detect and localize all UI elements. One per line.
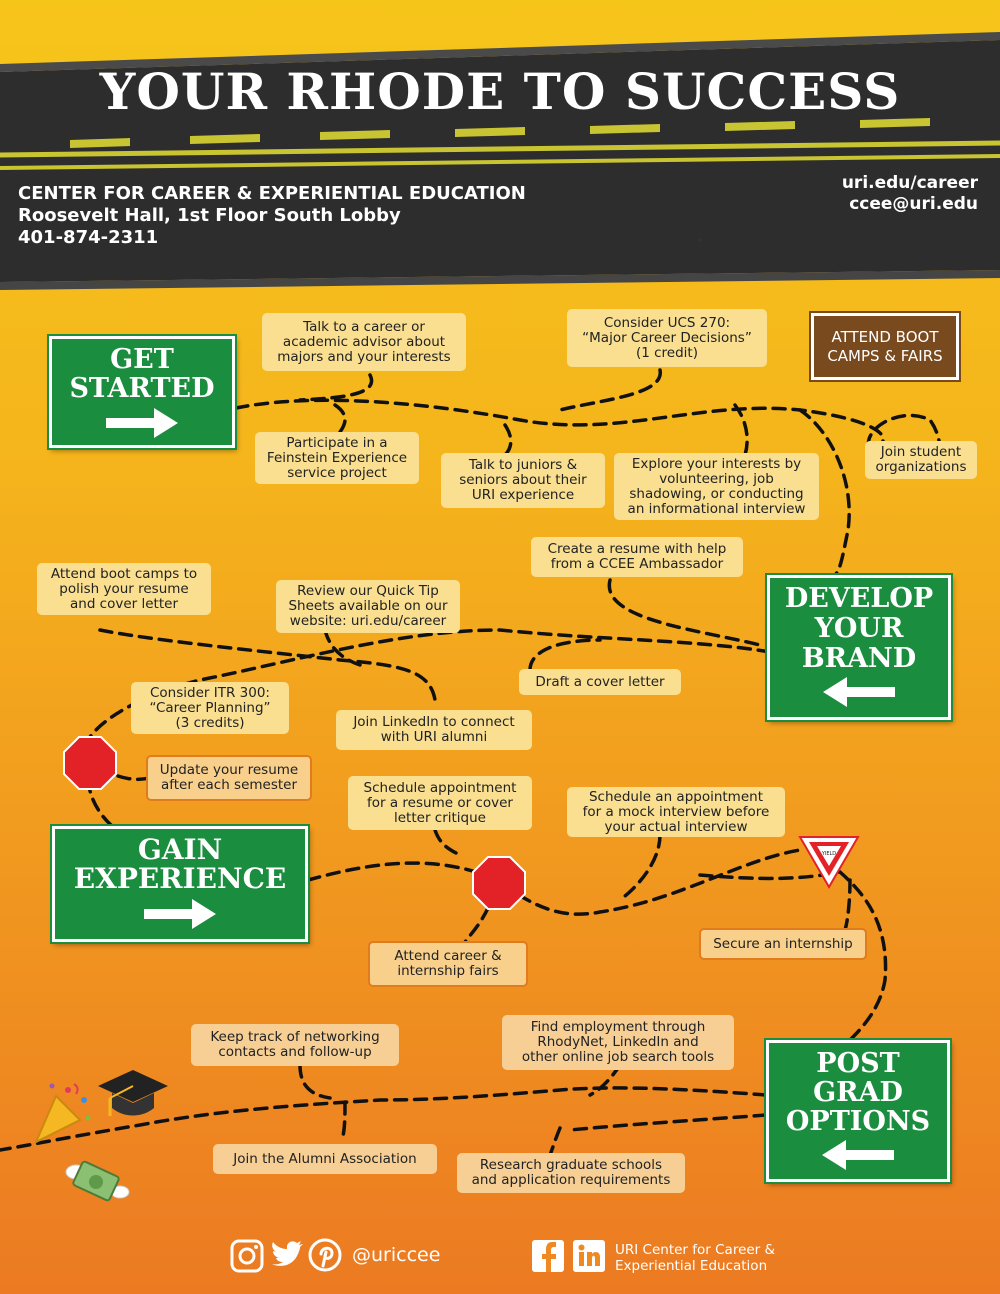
develop-brand-label: DEVELOP YOUR BRAND (770, 578, 948, 674)
step-fairs: Attend career & internship fairs (368, 941, 528, 987)
step-explore-interests: Explore your interests by volunteering, … (614, 453, 819, 520)
get-started-label: GET STARTED (52, 339, 232, 403)
step-critique: Schedule appointment for a resume or cov… (348, 776, 532, 830)
step-itr300: Consider ITR 300: “Career Planning” (3 c… (131, 682, 289, 734)
step-feinstein: Participate in a Feinstein Experience se… (255, 432, 419, 484)
step-grad-schools: Research graduate schools and applicatio… (457, 1153, 685, 1193)
money-wings-icon (64, 1154, 130, 1214)
linkedin-icon[interactable] (572, 1239, 606, 1273)
instagram-icon[interactable] (230, 1239, 264, 1273)
boot-camps-sign: ATTEND BOOT CAMPS & FAIRS (811, 313, 959, 380)
stop-sign-icon (471, 855, 527, 911)
step-ucs270: Consider UCS 270: “Major Career Decision… (567, 309, 767, 367)
step-alumni: Join the Alumni Association (213, 1144, 437, 1174)
step-boot-camps: Attend boot camps to polish your resume … (37, 563, 211, 615)
develop-brand-sign: DEVELOP YOUR BRAND (767, 575, 951, 720)
social-handle[interactable]: @uriccee (352, 1244, 440, 1266)
step-mock-interview: Schedule an appointment for a mock inter… (567, 787, 785, 837)
yield-text: YIELD (821, 851, 836, 857)
step-networking: Keep track of networking contacts and fo… (191, 1024, 399, 1066)
step-student-orgs: Join student organizations (865, 441, 977, 479)
pinterest-icon[interactable] (308, 1238, 342, 1272)
post-grad-label: POST GRAD OPTIONS (769, 1043, 947, 1136)
right-arrow-icon (140, 896, 220, 932)
twitter-icon[interactable] (270, 1240, 304, 1270)
facebook-icon[interactable] (531, 1239, 565, 1273)
stop-sign-icon (62, 735, 118, 791)
left-arrow-icon (818, 1138, 898, 1172)
step-update-resume: Update your resume after each semester (146, 755, 312, 801)
step-employment: Find employment through RhodyNet, Linked… (502, 1015, 734, 1070)
footer-org-name: URI Center for Career & Experiential Edu… (615, 1242, 775, 1274)
step-juniors-seniors: Talk to juniors & seniors about their UR… (441, 453, 605, 508)
graduation-cap-icon (96, 1064, 170, 1128)
yield-sign-icon: YIELD (797, 834, 861, 890)
step-talk-advisor: Talk to a career or academic advisor abo… (262, 313, 466, 371)
party-popper-icon (28, 1078, 98, 1148)
gain-experience-sign: GAIN EXPERIENCE (52, 826, 308, 942)
step-quick-tips: Review our Quick Tip Sheets available on… (276, 580, 460, 633)
right-arrow-icon (102, 405, 182, 441)
step-create-resume: Create a resume with help from a CCEE Am… (531, 537, 743, 577)
step-linkedin: Join LinkedIn to connect with URI alumni (336, 710, 532, 750)
left-arrow-icon (819, 675, 899, 709)
get-started-sign: GET STARTED (49, 336, 235, 448)
step-cover-letter: Draft a cover letter (519, 669, 681, 695)
gain-experience-label: GAIN EXPERIENCE (55, 829, 305, 893)
post-grad-sign: POST GRAD OPTIONS (766, 1040, 950, 1182)
step-internship: Secure an internship (699, 928, 867, 960)
